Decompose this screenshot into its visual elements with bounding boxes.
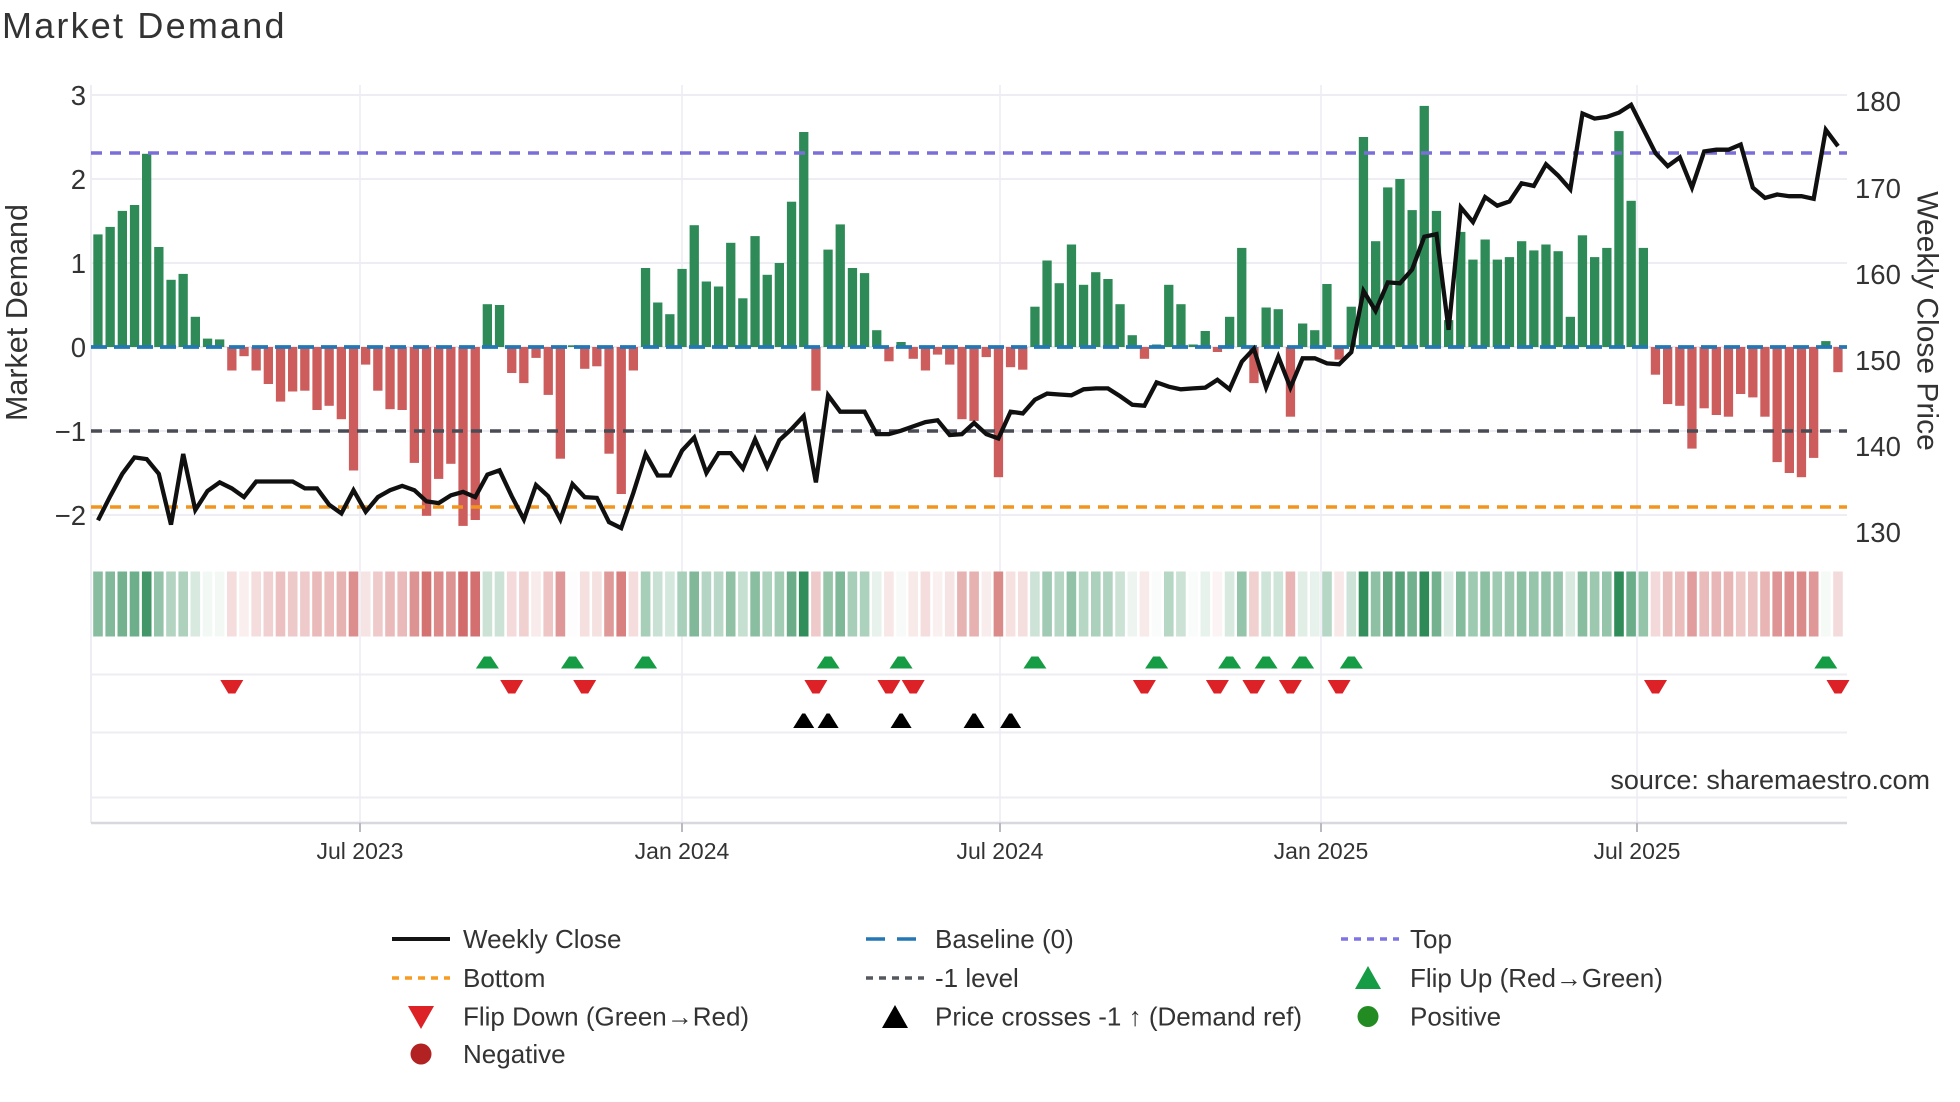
- svg-text:180: 180: [1855, 86, 1901, 117]
- svg-text:Bottom: Bottom: [463, 963, 545, 993]
- svg-text:140: 140: [1855, 431, 1901, 462]
- svg-text:Flip Up (Red→Green): Flip Up (Red→Green): [1410, 963, 1663, 993]
- svg-text:−2: −2: [55, 500, 86, 531]
- svg-text:0: 0: [71, 332, 86, 363]
- svg-text:Jan 2024: Jan 2024: [635, 838, 730, 864]
- svg-text:1: 1: [71, 248, 86, 279]
- svg-text:Market Demand: Market Demand: [2, 5, 287, 46]
- svg-text:150: 150: [1855, 345, 1901, 376]
- svg-text:160: 160: [1855, 259, 1901, 290]
- svg-text:Jan 2025: Jan 2025: [1274, 838, 1369, 864]
- svg-text:Positive: Positive: [1410, 1002, 1501, 1032]
- svg-text:3: 3: [71, 80, 86, 111]
- svg-text:Baseline (0): Baseline (0): [935, 924, 1074, 954]
- svg-text:Weekly Close Price: Weekly Close Price: [1911, 191, 1944, 451]
- svg-text:Negative: Negative: [463, 1039, 566, 1069]
- svg-text:170: 170: [1855, 173, 1901, 204]
- svg-text:Weekly Close: Weekly Close: [463, 924, 621, 954]
- svg-text:Price crosses -1 ↑ (Demand ref: Price crosses -1 ↑ (Demand ref): [935, 1002, 1302, 1032]
- svg-text:−1: −1: [55, 416, 86, 447]
- svg-text:Jul 2025: Jul 2025: [1594, 838, 1681, 864]
- svg-text:-1 level: -1 level: [935, 963, 1019, 993]
- svg-text:Flip Down (Green→Red): Flip Down (Green→Red): [463, 1002, 749, 1032]
- svg-text:130: 130: [1855, 517, 1901, 548]
- svg-text:2: 2: [71, 164, 86, 195]
- svg-text:source: sharemaestro.com: source: sharemaestro.com: [1610, 765, 1930, 795]
- svg-text:Top: Top: [1410, 924, 1452, 954]
- svg-text:Jul 2023: Jul 2023: [317, 838, 404, 864]
- svg-text:Market Demand: Market Demand: [0, 204, 34, 421]
- svg-text:Jul 2024: Jul 2024: [957, 838, 1044, 864]
